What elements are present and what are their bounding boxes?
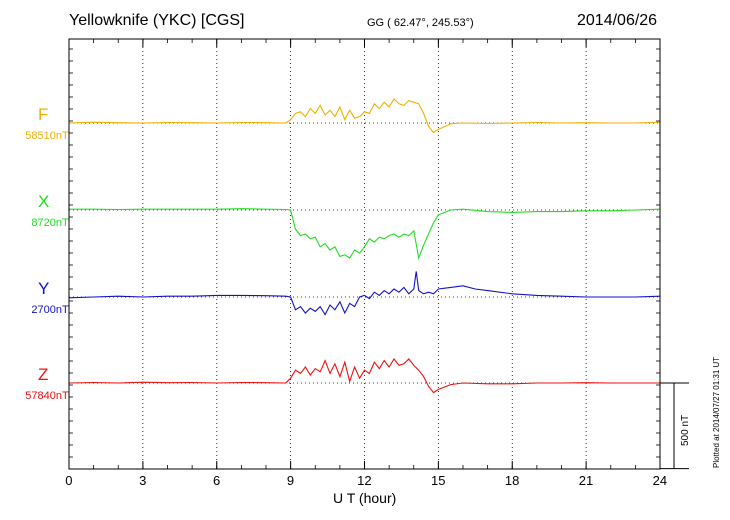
baseline-value-x: 8720nT <box>31 217 69 229</box>
baseline-value-z: 57840nT <box>25 390 69 402</box>
station-coordinates: GG ( 62.47°, 245.53°) <box>367 17 474 29</box>
series-x-line <box>69 208 661 261</box>
scale-bar-label: 500 nT <box>680 414 691 446</box>
x-tick-label: 9 <box>286 473 295 488</box>
x-tick-label: 24 <box>652 473 668 488</box>
channel-label-x: X <box>38 192 50 211</box>
baseline-value-y: 2700nT <box>31 304 69 316</box>
x-tick-label: 18 <box>504 473 520 488</box>
channel-label-z: Z <box>38 365 49 384</box>
channel-label-y: Y <box>38 279 50 298</box>
x-tick-label: 6 <box>213 473 221 488</box>
baseline-value-f: 58510nT <box>25 130 69 142</box>
x-tick-label: 15 <box>430 473 446 488</box>
chart-date: 2014/06/26 <box>577 12 658 29</box>
x-tick-label: 0 <box>65 473 73 488</box>
series-f-line <box>68 98 661 134</box>
station-title: Yellowknife (YKC) [CGS] <box>69 12 245 29</box>
series-y-line <box>68 271 661 316</box>
x-tick-label: 12 <box>357 473 372 488</box>
x-tick-label: 21 <box>578 473 594 488</box>
plot-frame <box>68 38 661 470</box>
x-tick-label: 3 <box>139 473 147 488</box>
channel-label-f: F <box>38 105 49 124</box>
series-z-line <box>68 358 660 394</box>
x-axis-label: U T (hour) <box>333 490 397 506</box>
plotted-timestamp: Plotted at 2014/07/27 01:31 UT <box>712 356 721 468</box>
